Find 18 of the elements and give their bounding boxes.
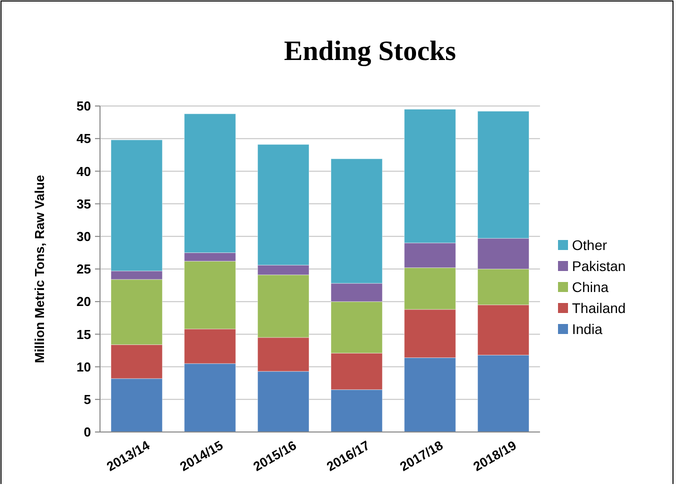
legend-label: Pakistan	[572, 258, 626, 274]
y-tick-label: 40	[76, 164, 91, 179]
y-tick-label: 20	[76, 294, 91, 310]
legend-label: Other	[572, 236, 608, 253]
y-tick-label: 50	[76, 98, 91, 114]
y-tick-label: 45	[76, 131, 91, 146]
legend-label: India	[572, 320, 603, 337]
y-tick-label: 10	[76, 359, 91, 374]
y-tick-label: 5	[84, 392, 91, 407]
legend-label: Thailand	[572, 300, 626, 316]
y-tick-label: 25	[76, 262, 91, 277]
y-tick-label: 30	[76, 228, 91, 244]
y-axis-title: Million Metric Tons, Raw Value	[32, 174, 47, 364]
legend-label: China	[572, 278, 609, 295]
y-tick-label: 0	[84, 424, 91, 440]
chart-title: Ending Stocks	[284, 36, 456, 67]
y-tick-label: 15	[76, 326, 91, 342]
y-tick-label: 35	[76, 196, 91, 212]
